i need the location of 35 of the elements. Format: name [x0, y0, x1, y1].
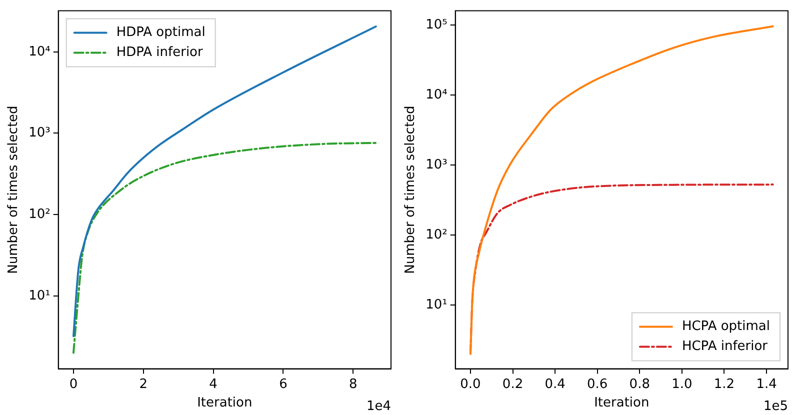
x-tick-label: 0.2: [502, 376, 524, 392]
x-axis-title: Iteration: [197, 396, 252, 411]
x-tick-label: 1.4: [756, 376, 777, 392]
legend-label: HCPA optimal: [682, 319, 770, 334]
y-tick-label: 10²: [28, 206, 50, 222]
x-tick-label: 0.6: [587, 376, 608, 392]
legend-label: HCPA inferior: [682, 339, 768, 354]
y-tick-label: 10²: [426, 227, 448, 242]
x-tick-label: 1.2: [714, 376, 735, 392]
x-tick-label: 0.8: [629, 376, 650, 392]
x-tick-label: 6: [279, 376, 288, 392]
x-tick-label: 0.0: [460, 376, 481, 392]
legend-label: HDPA inferior: [116, 45, 204, 60]
y-tick-label: 10¹: [28, 288, 50, 304]
y-tick-label: 10³: [28, 126, 50, 141]
line-series: [72, 26, 377, 338]
line-series: [469, 25, 774, 355]
y-tick-label: 10⁵: [426, 17, 448, 32]
y-tick-label: 10¹: [426, 297, 448, 312]
x-tick-label: 1.0: [672, 376, 692, 392]
y-axis-title: Number of times selected: [403, 106, 418, 274]
text: 1e5: [763, 398, 788, 414]
legend-label: HDPA optimal: [116, 25, 206, 40]
y-axis-title: Number of times selected: [6, 106, 22, 274]
x-tick-label: 4: [209, 376, 218, 392]
y-tick-label: 10⁴: [426, 87, 448, 102]
x-tick-label: 0: [69, 376, 78, 392]
line-series: [72, 142, 377, 354]
y-tick-label: 10⁴: [28, 44, 50, 60]
x-tick-label: 8: [349, 376, 358, 392]
x-tick-label: 0.4: [544, 376, 566, 392]
y-tick-label: 10³: [426, 157, 448, 172]
text: 1e4: [366, 398, 391, 414]
x-tick-label: 2: [139, 376, 148, 392]
x-axis-title: Iteration: [594, 396, 650, 411]
